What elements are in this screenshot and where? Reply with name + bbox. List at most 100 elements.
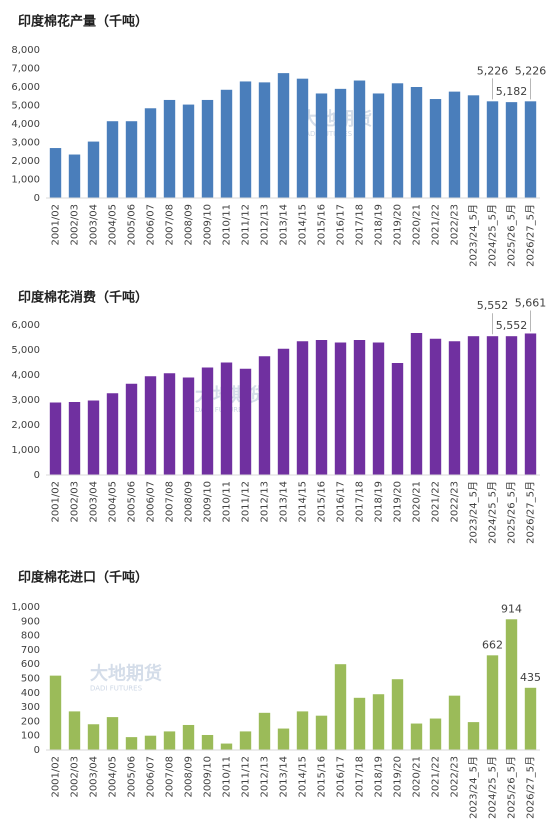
bar bbox=[144, 108, 157, 198]
x-tick-label: 2021/22 bbox=[431, 204, 442, 246]
y-tick-label: 200 bbox=[21, 716, 40, 727]
bar bbox=[106, 717, 119, 750]
x-tick-label: 2002/03 bbox=[70, 756, 81, 798]
y-tick-label: 1,000 bbox=[11, 602, 40, 613]
bar bbox=[239, 368, 252, 475]
x-tick-label: 2001/02 bbox=[51, 756, 62, 798]
x-tick-label: 2001/02 bbox=[51, 204, 62, 246]
y-tick-label: 500 bbox=[21, 674, 40, 685]
x-tick-label: 2025/26_5月 bbox=[506, 204, 518, 267]
y-tick-label: 3,000 bbox=[11, 138, 40, 149]
bar bbox=[144, 735, 157, 750]
bar bbox=[524, 101, 537, 198]
x-tick-label: 2002/03 bbox=[70, 204, 81, 246]
x-tick-label: 2020/21 bbox=[412, 481, 423, 523]
y-tick-label: 1,000 bbox=[11, 445, 40, 456]
bar bbox=[125, 383, 138, 475]
bar bbox=[220, 89, 233, 198]
bar bbox=[296, 341, 309, 475]
x-tick-label: 2006/07 bbox=[146, 204, 157, 246]
watermark: 大地期货 bbox=[90, 663, 162, 685]
value-label: 914 bbox=[501, 602, 522, 615]
value-label: 5,552 bbox=[477, 299, 509, 312]
x-tick-label: 2020/21 bbox=[412, 204, 423, 246]
y-tick-label: 6,000 bbox=[11, 82, 40, 93]
x-tick-label: 2024/25_5月 bbox=[487, 204, 499, 267]
chart-title: 印度棉花产量（千吨） bbox=[18, 14, 148, 30]
bar bbox=[87, 724, 100, 750]
x-tick-label: 2013/14 bbox=[279, 481, 290, 523]
bar bbox=[410, 723, 423, 750]
bar bbox=[334, 88, 347, 198]
value-label: 5,552 bbox=[496, 319, 528, 332]
x-tick-label: 2004/05 bbox=[108, 481, 119, 523]
y-tick-label: 0 bbox=[34, 745, 40, 756]
bar bbox=[220, 743, 233, 750]
bar bbox=[201, 734, 214, 750]
chart-title: 印度棉花进口（千吨） bbox=[18, 570, 148, 586]
bar bbox=[429, 338, 442, 475]
x-tick-label: 2011/12 bbox=[241, 204, 252, 246]
x-tick-label: 2003/04 bbox=[89, 204, 100, 246]
bar bbox=[505, 619, 518, 750]
chart-title: 印度棉花消费（千吨） bbox=[18, 290, 148, 306]
bar bbox=[239, 731, 252, 750]
bar bbox=[486, 101, 499, 198]
x-tick-label: 2003/04 bbox=[89, 481, 100, 523]
x-tick-label: 2005/06 bbox=[127, 756, 138, 798]
bar bbox=[277, 728, 290, 750]
bar bbox=[68, 154, 81, 198]
x-tick-label: 2018/19 bbox=[374, 756, 385, 798]
bar bbox=[182, 104, 195, 198]
y-tick-label: 4,000 bbox=[11, 370, 40, 381]
x-tick-label: 2004/05 bbox=[108, 204, 119, 246]
x-tick-label: 2023/24_5月 bbox=[468, 204, 480, 267]
x-tick-label: 2015/16 bbox=[317, 204, 328, 246]
y-tick-label: 5,000 bbox=[11, 345, 40, 356]
x-tick-label: 2010/11 bbox=[222, 204, 233, 246]
x-tick-label: 2021/22 bbox=[431, 756, 442, 798]
y-tick-label: 600 bbox=[21, 659, 40, 670]
bar bbox=[125, 737, 138, 750]
y-tick-label: 800 bbox=[21, 631, 40, 642]
x-tick-label: 2012/13 bbox=[260, 204, 271, 246]
y-tick-label: 400 bbox=[21, 688, 40, 699]
x-tick-label: 2022/23 bbox=[450, 204, 461, 246]
watermark-sub: DADI FUTURES bbox=[90, 685, 143, 693]
x-tick-label: 2007/08 bbox=[165, 481, 176, 523]
x-tick-label: 2025/26_5月 bbox=[506, 756, 518, 819]
bar bbox=[296, 78, 309, 198]
y-tick-label: 1,000 bbox=[11, 175, 40, 186]
bar bbox=[524, 333, 537, 475]
x-tick-label: 2019/20 bbox=[393, 756, 404, 798]
x-tick-label: 2015/16 bbox=[317, 481, 328, 523]
x-tick-label: 2009/10 bbox=[203, 481, 214, 523]
value-label: 5,182 bbox=[496, 85, 528, 98]
value-label: 662 bbox=[482, 638, 503, 651]
bar bbox=[353, 340, 366, 475]
x-tick-label: 2007/08 bbox=[165, 756, 176, 798]
bar bbox=[315, 340, 328, 475]
bar bbox=[467, 95, 480, 198]
x-tick-label: 2019/20 bbox=[393, 204, 404, 246]
x-tick-label: 2026/27_5月 bbox=[525, 756, 537, 819]
bar bbox=[68, 402, 81, 475]
bar bbox=[144, 376, 157, 475]
x-tick-label: 2016/17 bbox=[336, 756, 347, 798]
x-tick-label: 2009/10 bbox=[203, 204, 214, 246]
x-tick-label: 2014/15 bbox=[298, 756, 309, 798]
x-tick-label: 2022/23 bbox=[450, 481, 461, 523]
bar bbox=[201, 99, 214, 198]
y-tick-label: 0 bbox=[34, 470, 40, 481]
x-tick-label: 2005/06 bbox=[127, 481, 138, 523]
x-tick-label: 2013/14 bbox=[279, 204, 290, 246]
x-tick-label: 2018/19 bbox=[374, 481, 385, 523]
value-label: 5,226 bbox=[515, 64, 547, 77]
value-label: 435 bbox=[520, 671, 541, 684]
x-tick-label: 2004/05 bbox=[108, 756, 119, 798]
bar bbox=[49, 402, 62, 475]
x-tick-label: 2012/13 bbox=[260, 756, 271, 798]
x-tick-label: 2003/04 bbox=[89, 756, 100, 798]
y-tick-label: 0 bbox=[34, 193, 40, 204]
